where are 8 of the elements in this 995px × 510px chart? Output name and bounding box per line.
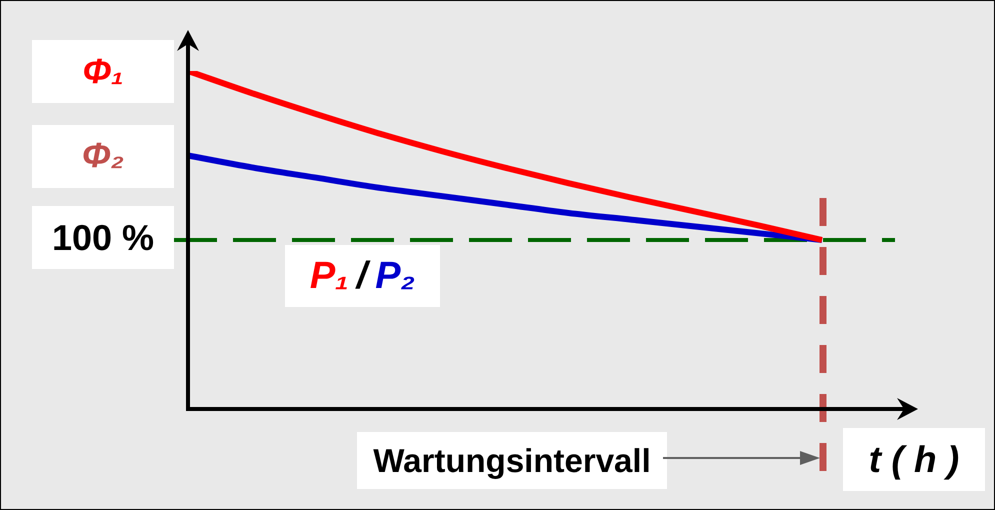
text: Φ₂ — [32, 124, 174, 188]
x-axis-title: t ( h ) — [843, 428, 985, 491]
series-label: P₂ — [375, 254, 416, 298]
text: P₁ — [310, 254, 349, 298]
text: 100 % — [32, 206, 174, 269]
text: Φ₁ — [32, 40, 174, 103]
text: Wartungsintervall — [357, 432, 667, 489]
annotation: / — [354, 254, 372, 298]
